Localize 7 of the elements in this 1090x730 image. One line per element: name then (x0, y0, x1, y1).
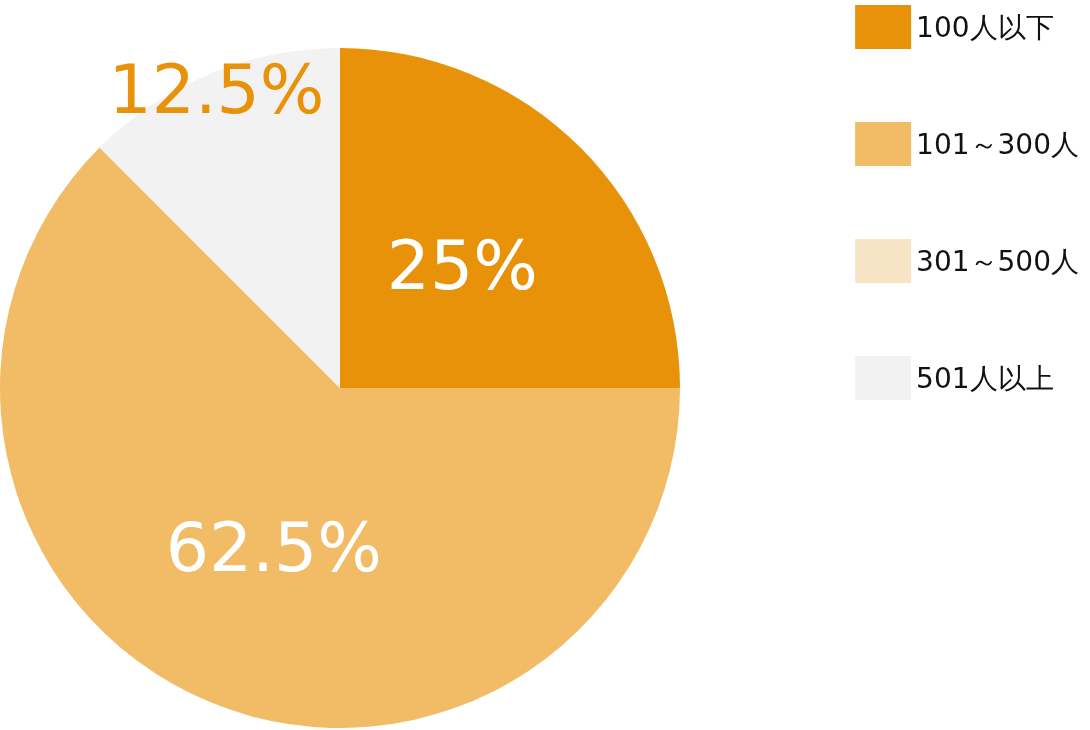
legend-label: 501人以上 (916, 361, 1054, 395)
legend-label: 101～300人 (916, 127, 1079, 161)
data-label: 25% (386, 226, 538, 306)
legend-label: 301～500人 (916, 244, 1079, 278)
legend-label: 100人以下 (916, 10, 1054, 44)
data-label: 12.5% (108, 50, 325, 130)
data-label: 62.5% (165, 508, 382, 588)
